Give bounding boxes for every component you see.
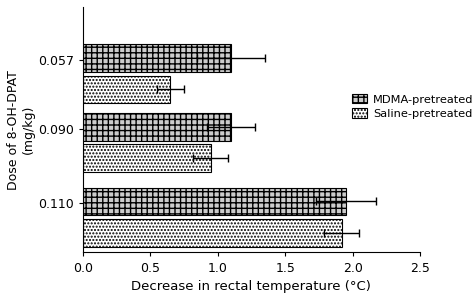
- Legend: MDMA-pretreated, Saline-pretreated: MDMA-pretreated, Saline-pretreated: [352, 94, 474, 119]
- Bar: [83, 219, 342, 247]
- Bar: [83, 188, 346, 215]
- Bar: [83, 113, 231, 140]
- Bar: [83, 144, 211, 172]
- Bar: [83, 44, 231, 72]
- Bar: [83, 76, 171, 103]
- X-axis label: Decrease in rectal temperature (°C): Decrease in rectal temperature (°C): [131, 280, 371, 293]
- Y-axis label: Dose of 8-OH-DPAT
(mg/kg): Dose of 8-OH-DPAT (mg/kg): [7, 70, 35, 190]
